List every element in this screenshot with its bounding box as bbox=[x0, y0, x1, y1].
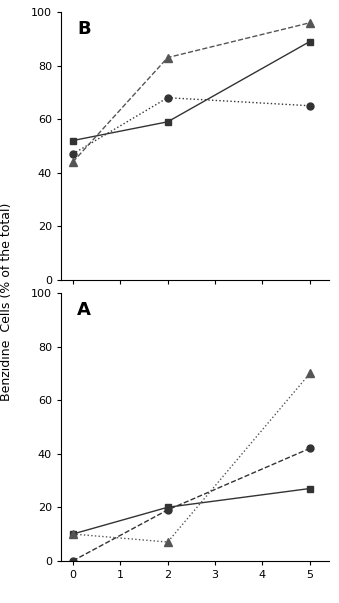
Text: Benzidine  Cells (% of the total): Benzidine Cells (% of the total) bbox=[0, 203, 13, 400]
Text: B: B bbox=[77, 20, 91, 38]
Text: A: A bbox=[77, 301, 91, 319]
